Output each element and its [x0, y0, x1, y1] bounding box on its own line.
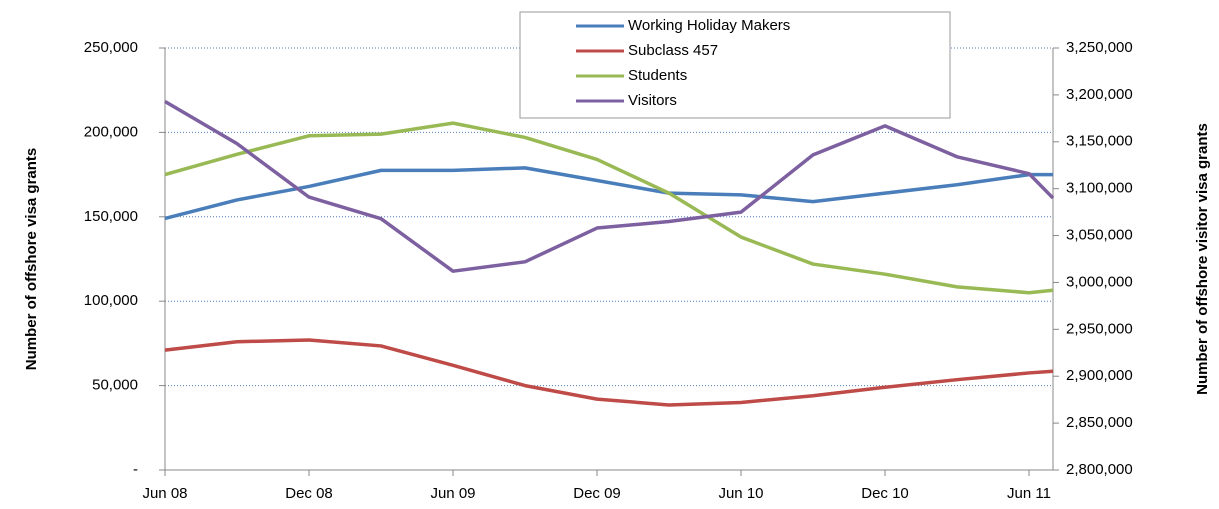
legend-label: Visitors: [628, 92, 677, 109]
x-tick-label: Dec 10: [861, 485, 909, 502]
y2-tick-label: 3,250,000: [1066, 39, 1133, 56]
legend-label: Working Holiday Makers: [628, 17, 790, 34]
y-tick-label: 250,000: [84, 39, 138, 56]
x-tick-label: Dec 08: [285, 485, 333, 502]
y2-tick-label: 3,000,000: [1066, 273, 1133, 290]
y2-tick-label: 3,050,000: [1066, 227, 1133, 244]
series-line: [164, 166, 1053, 221]
y2-tick-label: 2,850,000: [1066, 414, 1133, 431]
y-tick-label: 100,000: [84, 292, 138, 309]
y2-tick-label: 3,100,000: [1066, 180, 1133, 197]
y2-tick-label: 3,200,000: [1066, 86, 1133, 103]
x-tick-label: Jun 10: [718, 485, 763, 502]
y2-tick-label: 2,800,000: [1066, 461, 1133, 478]
legend-label: Subclass 457: [628, 42, 718, 59]
y-tick-label: -: [133, 461, 138, 478]
y2-tick-label: 2,950,000: [1066, 320, 1133, 337]
x-tick-label: Jun 09: [430, 485, 475, 502]
y-tick-label: 50,000: [92, 377, 138, 394]
x-tick-label: Jun 11: [1007, 485, 1051, 502]
y2-axis-title: Number of offshore visitor visa grants: [1194, 123, 1211, 395]
series-line: [164, 121, 1054, 295]
x-tick-label: Jun 08: [142, 485, 187, 502]
series-line: [164, 99, 1055, 273]
y-axis-title: Number of offshore visa grants: [23, 148, 40, 371]
x-tick-label: Dec 09: [573, 485, 621, 502]
y-tick-label: 150,000: [84, 208, 138, 225]
y2-tick-label: 2,900,000: [1066, 367, 1133, 384]
series-line: [164, 338, 1054, 407]
y2-tick-label: 3,150,000: [1066, 133, 1133, 150]
legend-label: Students: [628, 67, 687, 84]
y-tick-label: 200,000: [84, 123, 138, 140]
